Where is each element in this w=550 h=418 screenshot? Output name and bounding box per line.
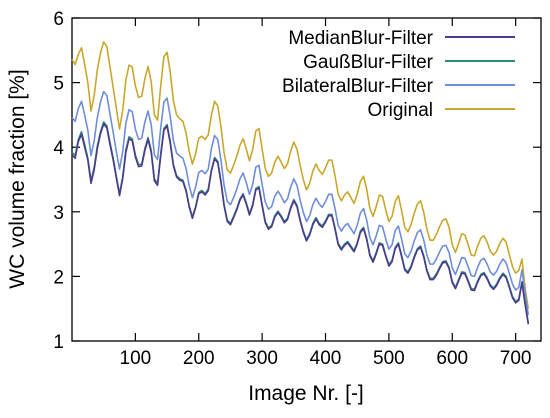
y-tick-label: 1 <box>53 332 64 353</box>
legend: MedianBlur-Filter GaußBlur-Filter Bilate… <box>282 28 515 121</box>
y-tick-label: 3 <box>53 203 64 224</box>
y-axis-label: WC volume fraction [%] <box>6 69 29 288</box>
x-tick-label: 100 <box>120 348 152 369</box>
x-tick-label: 200 <box>183 348 215 369</box>
axis-ticks: 100 200 300 400 500 600 700 1 2 3 4 5 6 <box>53 9 541 369</box>
legend-label-bilateral: BilateralBlur-Filter <box>282 76 434 97</box>
x-tick-label: 500 <box>373 348 405 369</box>
x-axis-label: Image Nr. [-] <box>248 382 364 405</box>
series-lines <box>71 41 530 325</box>
legend-label-gauss: GaußBlur-Filter <box>303 52 434 73</box>
series-line-original <box>71 41 530 309</box>
y-tick-label: 4 <box>53 138 64 159</box>
y-tick-label: 6 <box>53 9 64 30</box>
y-tick-label: 2 <box>53 267 64 288</box>
series-line-bilateralblur-filter <box>71 90 530 316</box>
x-tick-label: 700 <box>500 348 532 369</box>
legend-label-original: Original <box>368 100 433 121</box>
y-tick-label: 5 <box>53 74 64 95</box>
legend-label-median: MedianBlur-Filter <box>288 28 433 49</box>
plot-frame <box>71 17 542 342</box>
x-tick-label: 300 <box>246 348 278 369</box>
x-tick-label: 600 <box>436 348 468 369</box>
x-tick-label: 400 <box>310 348 342 369</box>
series-line-medianblur-filter <box>71 123 530 325</box>
